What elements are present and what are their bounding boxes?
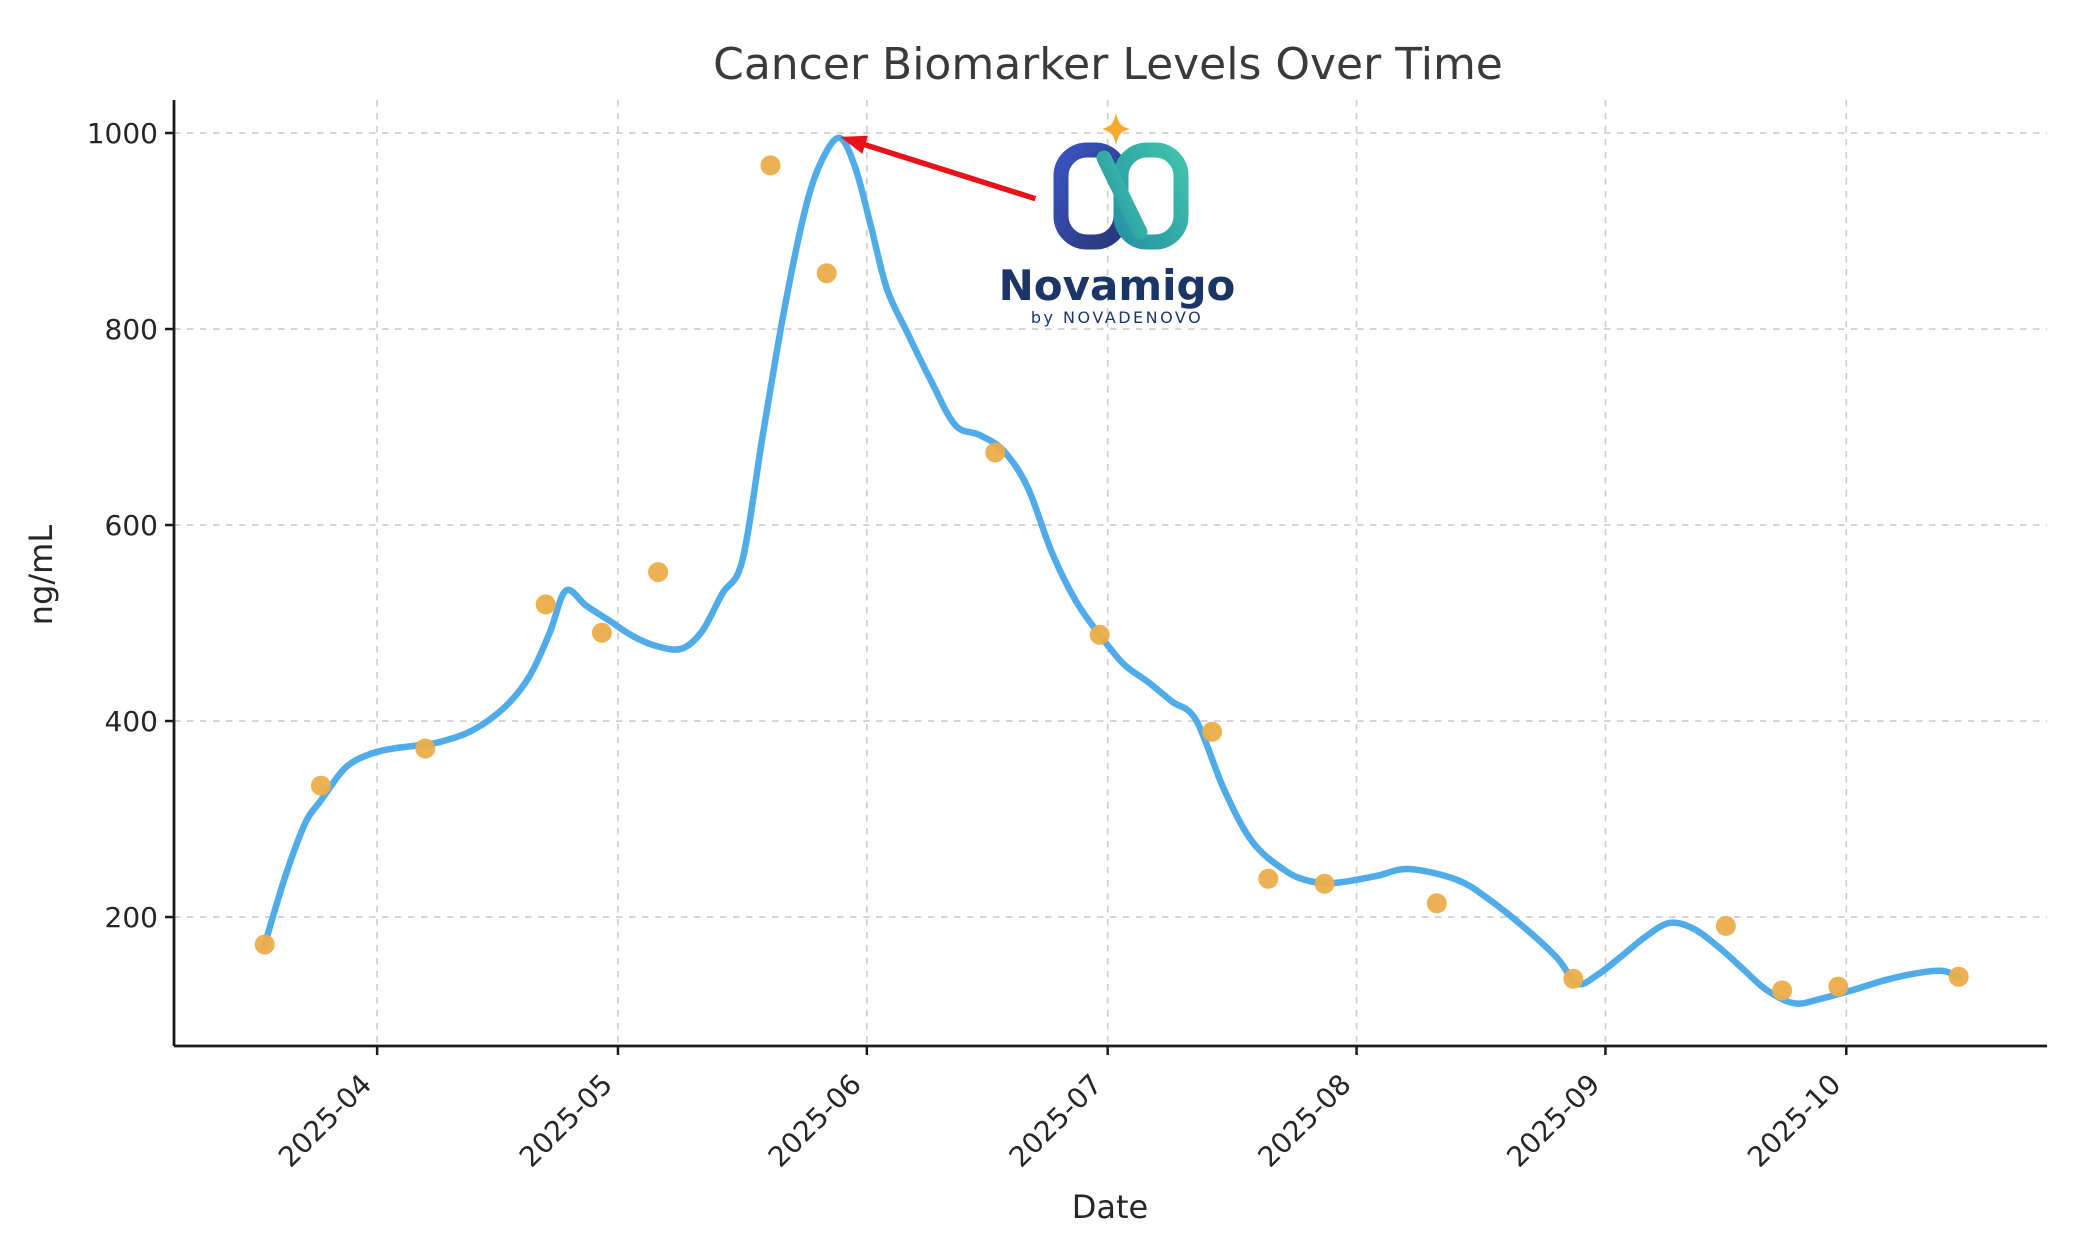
x-tick-label: 2025-10 — [1741, 1068, 1847, 1174]
data-point — [310, 775, 331, 796]
data-point — [1202, 721, 1223, 742]
y-tick-label: 200 — [105, 901, 158, 934]
logo-wordmark: Novamigo — [999, 261, 1236, 310]
data-point — [985, 442, 1006, 463]
data-point — [1772, 980, 1793, 1001]
y-axis-label: ng/mL — [22, 525, 60, 626]
x-tick-label: 2025-06 — [762, 1068, 868, 1174]
chart-title: Cancer Biomarker Levels Over Time — [713, 39, 1503, 90]
scatter-points-layer — [254, 155, 1969, 1001]
x-tick-label: 2025-08 — [1251, 1068, 1357, 1174]
annotation-arrow-shaft — [860, 140, 1037, 202]
axes-spines — [172, 100, 2047, 1048]
logo-byline: by NOVADENOVO — [1031, 308, 1203, 327]
x-tick-label: 2025-07 — [1003, 1068, 1109, 1174]
sparkle-star-icon — [1102, 113, 1130, 145]
data-point — [816, 263, 837, 284]
x-tick-label: 2025-05 — [513, 1068, 619, 1174]
data-point — [1089, 624, 1110, 645]
data-point — [1828, 976, 1849, 997]
x-tick-label: 2025-09 — [1500, 1068, 1606, 1174]
x-axis-label: Date — [1072, 1188, 1148, 1226]
annotation-arrow-head — [840, 135, 868, 154]
data-point — [1563, 968, 1584, 989]
data-point — [1314, 873, 1335, 894]
axis-ticks — [165, 131, 1848, 1055]
data-point — [1948, 966, 1969, 987]
data-point — [760, 155, 781, 176]
y-tick-label: 600 — [105, 509, 158, 542]
data-point — [1426, 893, 1447, 914]
y-tick-label: 1000 — [87, 117, 158, 150]
logo-diagonal-stroke — [1096, 150, 1148, 240]
data-point — [1715, 915, 1736, 936]
y-tick-label: 800 — [105, 313, 158, 346]
data-point — [415, 738, 436, 759]
x-tick-label: 2025-04 — [272, 1068, 378, 1174]
data-point — [535, 594, 556, 615]
data-point — [1258, 868, 1279, 889]
data-point — [591, 622, 612, 643]
annotation-arrow-layer — [840, 135, 1037, 202]
axis-tick-labels: 200 400 600 800 1000 2025-04 2025-05 2025-06 202… — [87, 117, 1848, 1174]
novamigo-logo: Novamigo by NOVADENOVO — [999, 113, 1236, 327]
data-point — [254, 934, 275, 955]
data-point — [648, 562, 669, 583]
y-tick-label: 400 — [105, 705, 158, 738]
